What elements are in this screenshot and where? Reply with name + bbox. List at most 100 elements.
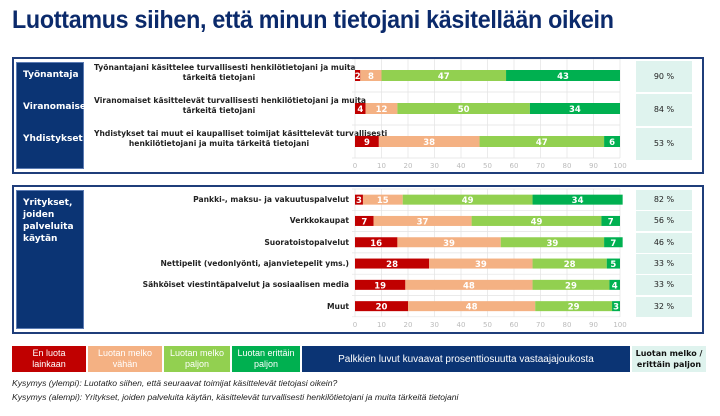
top-chart: 0 10 20 30 40 50 60 70 80 90 100 2 8 47 43 4 12 50 34 9 38 47… <box>352 59 627 170</box>
bar-data-label: 28 <box>386 260 398 270</box>
bar-segment <box>355 237 398 248</box>
bar-segment <box>355 136 379 147</box>
row-label-line: Työnantajani käsittelee turvallisesti he… <box>94 63 356 72</box>
bar-data-label: 47 <box>536 138 548 148</box>
bar-data-label: 19 <box>374 281 386 291</box>
total-cell: 84 % <box>636 94 692 126</box>
row-label: Suoratoistopalvelut <box>264 237 349 247</box>
bar-data-label: 39 <box>547 239 559 249</box>
legend-text: paljon <box>253 359 278 369</box>
bar-segment <box>402 194 533 205</box>
bar-segment <box>378 136 480 147</box>
x-tick-label: 60 <box>510 321 519 329</box>
total-cell: 53 % <box>636 128 692 160</box>
bar-data-label: 2 <box>355 72 361 82</box>
legend-note: Palkkien luvut kuvaavat prosenttiosuutta… <box>302 346 630 372</box>
x-tick-label: 20 <box>404 162 413 170</box>
bar-segment <box>408 301 536 312</box>
top-panel: Työnantaja Viranomaiset Yhdistykset Työn… <box>12 57 704 174</box>
side-label-tyonantaja: Työnantaja <box>23 70 79 80</box>
legend-text: En luota <box>32 348 66 358</box>
bar-data-label: 8 <box>368 72 374 82</box>
bar-segment <box>604 136 620 147</box>
legend-text: Luotan erittäin <box>237 348 295 358</box>
bar-data-label: 34 <box>572 196 584 206</box>
bar-data-label: 15 <box>377 196 389 206</box>
legend-none: En luota lainkaan <box>12 346 86 372</box>
bar-data-label: 48 <box>463 281 475 291</box>
legend-text: Luotan melko <box>169 348 225 358</box>
bar-data-label: 48 <box>466 303 478 313</box>
row-label: Nettipelit (vedonlyönti, ajanvietepelit … <box>160 258 349 268</box>
bar-segment <box>479 136 605 147</box>
bar-data-label: 3 <box>356 196 362 206</box>
row-label-line: henkilötietojani ja muita tärkeitä tieto… <box>128 139 310 148</box>
side-label-line: joiden <box>23 210 55 220</box>
row-label-tyonantaja: Työnantajani käsittelee turvallisesti he… <box>94 63 356 83</box>
bar-data-label: 6 <box>609 138 615 148</box>
x-tick-label: 70 <box>536 321 545 329</box>
bar-segment <box>355 194 363 205</box>
bar-data-label: 4 <box>612 281 618 291</box>
legend-fairly: Luotan melko paljon <box>164 346 230 372</box>
bar-segment <box>601 215 620 226</box>
legend-text: Palkkien luvut kuvaavat prosenttiosuutta… <box>338 353 594 365</box>
legend-text: erittäin paljon <box>636 360 702 369</box>
bar-segment <box>500 237 605 248</box>
bar-segment <box>355 70 361 81</box>
legend-very: Luotan erittäin paljon <box>232 346 300 372</box>
bar-segment <box>355 103 366 114</box>
bar-segment <box>532 194 623 205</box>
row-label: Sähköiset viestintäpalvelut ja sosiaalis… <box>142 280 349 290</box>
bar-segment <box>609 279 620 290</box>
legend-text: Luotan melko / <box>635 349 703 358</box>
bar-segment <box>529 103 620 114</box>
bar-data-label: 47 <box>438 72 450 82</box>
bar-segment <box>381 70 507 81</box>
row-label-line: tärkeitä tietojani <box>182 106 256 115</box>
legend-text: lainkaan <box>32 359 66 369</box>
bar-segment <box>612 301 620 312</box>
bar-data-label: 29 <box>565 281 577 291</box>
bar-segment <box>604 237 623 248</box>
bar-data-label: 7 <box>608 217 614 227</box>
top-sidebar: Työnantaja Viranomaiset Yhdistykset <box>16 62 90 169</box>
side-label-viranomaiset: Viranomaiset <box>23 102 91 112</box>
x-tick-label: 100 <box>613 162 626 170</box>
x-tick-label: 10 <box>377 321 386 329</box>
bar-data-label: 50 <box>458 105 470 115</box>
bar-segment <box>355 215 374 226</box>
bar-data-label: 34 <box>569 105 581 115</box>
bar-data-label: 3 <box>613 303 619 313</box>
side-label-yhdistykset: Yhdistykset <box>23 134 83 144</box>
legend-total: Luotan melko / erittäin paljon <box>632 346 706 372</box>
x-tick-label: 50 <box>483 321 492 329</box>
total-cell: 56 % <box>636 211 692 232</box>
x-tick-label: 80 <box>563 321 572 329</box>
bottom-sidebar: Yritykset, joiden palveluita käytän <box>16 190 84 329</box>
bar-segment <box>532 258 607 269</box>
side-label-line: palveluita <box>23 222 74 232</box>
bar-segment <box>429 258 533 269</box>
bottom-panel: Yritykset, joiden palveluita käytän Pank… <box>12 185 704 334</box>
row-label-line: Viranomaiset käsittelevät turvallisesti … <box>94 96 367 105</box>
total-cell: 46 % <box>636 232 692 253</box>
bar-data-label: 49 <box>531 217 543 227</box>
bar-segment <box>397 103 530 114</box>
bar-data-label: 20 <box>376 303 388 313</box>
bar-segment <box>397 237 501 248</box>
x-tick-label: 60 <box>510 162 519 170</box>
bar-segment <box>535 301 613 312</box>
bar-segment <box>471 215 602 226</box>
row-label-viranomaiset: Viranomaiset käsittelevät turvallisesti … <box>94 96 367 116</box>
row-label-line: Yhdistykset tai muut ei kaupalliset toim… <box>94 129 388 138</box>
bar-segment <box>606 258 620 269</box>
x-tick-label: 90 <box>589 162 598 170</box>
x-tick-label: 40 <box>457 162 466 170</box>
legend-text: paljon <box>184 359 209 369</box>
bar-data-label: 29 <box>568 303 580 313</box>
x-tick-label: 70 <box>536 162 545 170</box>
bar-segment <box>532 279 610 290</box>
bar-segment <box>362 194 403 205</box>
side-label-yritykset: Yritykset, joiden palveluita käytän <box>23 197 74 245</box>
